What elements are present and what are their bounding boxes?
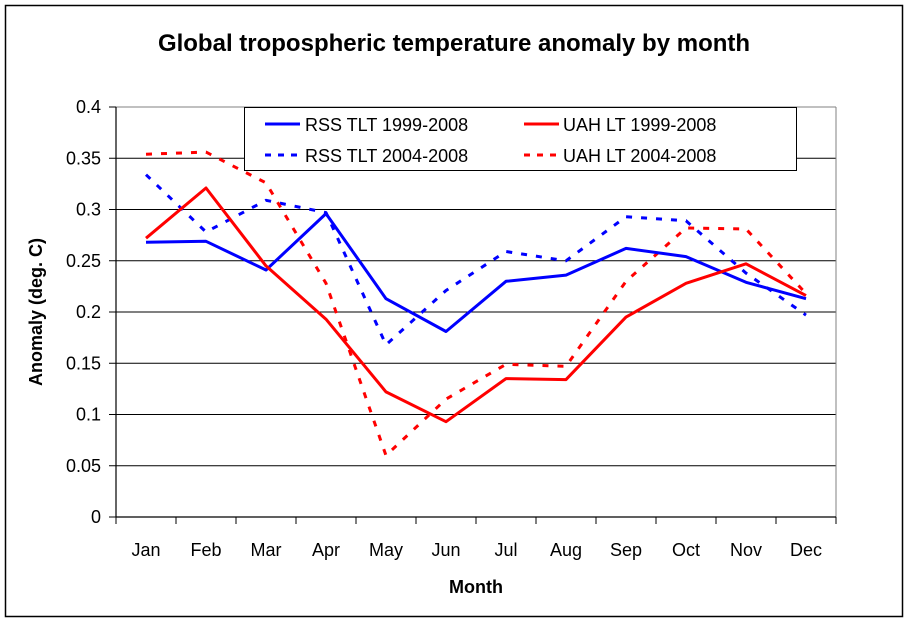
- data-point-rss-tlt-1999-2008-nov: [744, 280, 748, 284]
- y-tick-label: 0.15: [66, 353, 101, 373]
- data-point-uah-lt-2004-2008-jul: [504, 362, 508, 366]
- legend-label-uah-lt-2004-2008: UAH LT 2004-2008: [563, 146, 716, 166]
- x-tick-label-jul: Jul: [494, 540, 517, 560]
- data-point-uah-lt-2004-2008-sep: [624, 279, 628, 283]
- y-tick-label: 0.3: [76, 200, 101, 220]
- x-tick-label-dec: Dec: [790, 540, 822, 560]
- legend-item-uah-lt-2004-2008: UAH LT 2004-2008: [524, 146, 716, 166]
- x-tick-label-feb: Feb: [190, 540, 221, 560]
- y-tick-label: 0.2: [76, 302, 101, 322]
- data-point-rss-tlt-1999-2008-feb: [204, 239, 208, 243]
- data-point-rss-tlt-2004-2008-feb: [204, 230, 208, 234]
- data-point-uah-lt-2004-2008-jun: [444, 397, 448, 401]
- y-tick-label: 0: [91, 507, 101, 527]
- data-point-uah-lt-1999-2008-sep: [624, 315, 628, 319]
- x-tick-label-sep: Sep: [610, 540, 642, 560]
- x-tick-label-may: May: [369, 540, 403, 560]
- data-point-rss-tlt-1999-2008-sep: [624, 246, 628, 250]
- data-point-uah-lt-2004-2008-mar: [264, 181, 268, 185]
- x-tick-label-aug: Aug: [550, 540, 582, 560]
- data-point-uah-lt-2004-2008-jan: [144, 152, 148, 156]
- data-point-uah-lt-1999-2008-may: [384, 390, 388, 394]
- y-tick-label: 0.05: [66, 456, 101, 476]
- data-point-rss-tlt-1999-2008-may: [384, 297, 388, 301]
- legend-label-rss-tlt-2004-2008: RSS TLT 2004-2008: [305, 146, 468, 166]
- data-point-rss-tlt-2004-2008-mar: [264, 198, 268, 202]
- x-axis-title: Month: [449, 577, 503, 597]
- x-ticks: Jan Feb Mar Apr May Jun Jul Aug Sep Oct Nov Dec: [115, 517, 837, 560]
- data-point-uah-lt-1999-2008-mar: [264, 264, 268, 268]
- data-point-rss-tlt-2004-2008-dec: [804, 313, 808, 317]
- x-tick-label-nov: Nov: [730, 540, 762, 560]
- legend-box: [244, 107, 797, 171]
- data-point-uah-lt-1999-2008-nov: [744, 262, 748, 266]
- x-tick-label-apr: Apr: [312, 540, 340, 560]
- data-point-rss-tlt-1999-2008-jan: [144, 240, 148, 244]
- y-tick-label: 0.35: [66, 148, 101, 168]
- legend-label-uah-lt-1999-2008: UAH LT 1999-2008: [563, 115, 716, 135]
- data-point-uah-lt-1999-2008-apr: [324, 317, 328, 321]
- data-point-rss-tlt-2004-2008-sep: [624, 215, 628, 219]
- series-line-rss-tlt-1999-2008: [145, 212, 807, 333]
- data-point-rss-tlt-2004-2008-aug: [564, 259, 568, 263]
- data-point-uah-lt-1999-2008-jun: [444, 420, 448, 424]
- data-point-rss-tlt-1999-2008-oct: [684, 255, 688, 259]
- data-point-rss-tlt-1999-2008-aug: [564, 273, 568, 277]
- y-tick-label: 0.4: [76, 97, 101, 117]
- data-point-uah-lt-1999-2008-jul: [504, 377, 508, 381]
- data-point-uah-lt-1999-2008-dec: [804, 294, 808, 298]
- data-point-rss-tlt-1999-2008-jul: [504, 279, 508, 283]
- series-line-uah-lt-2004-2008: [145, 150, 808, 457]
- data-point-uah-lt-1999-2008-oct: [684, 281, 688, 285]
- y-ticks: 0 0.05 0.1 0.15 0.2 0.25 0.3 0.35 0.4: [66, 97, 116, 527]
- data-point-uah-lt-1999-2008-aug: [564, 378, 568, 382]
- series-group: [144, 150, 808, 457]
- x-tick-label-mar: Mar: [251, 540, 282, 560]
- y-tick-label: 0.25: [66, 251, 101, 271]
- chart-title: Global tropospheric temperature anomaly …: [158, 30, 750, 57]
- series-line-rss-tlt-2004-2008: [144, 173, 807, 347]
- data-point-rss-tlt-2004-2008-oct: [684, 219, 688, 223]
- y-tick-label: 0.1: [76, 405, 101, 425]
- plot-area: 0 0.05 0.1 0.15 0.2 0.25 0.3 0.35 0.4 Jan Feb Mar A…: [66, 97, 837, 560]
- data-point-uah-lt-2004-2008-oct: [684, 226, 688, 230]
- data-point-uah-lt-2004-2008-apr: [324, 281, 328, 285]
- data-point-uah-lt-1999-2008-jan: [144, 236, 148, 240]
- data-point-rss-tlt-2004-2008-may: [384, 343, 388, 347]
- x-tick-label-jun: Jun: [431, 540, 460, 560]
- legend-item-rss-tlt-2004-2008: RSS TLT 2004-2008: [265, 146, 468, 166]
- legend-item-rss-tlt-1999-2008: RSS TLT 1999-2008: [265, 115, 468, 135]
- data-point-rss-tlt-2004-2008-jan: [144, 173, 148, 177]
- data-point-uah-lt-2004-2008-nov: [744, 227, 748, 231]
- data-point-rss-tlt-1999-2008-apr: [324, 212, 328, 216]
- data-point-uah-lt-2004-2008-may: [384, 454, 388, 458]
- legend-label-rss-tlt-1999-2008: RSS TLT 1999-2008: [305, 115, 468, 135]
- data-point-rss-tlt-2004-2008-jul: [504, 250, 508, 254]
- legend: RSS TLT 1999-2008 UAH LT 1999-2008 RSS T…: [244, 107, 797, 171]
- y-axis-title: Anomaly (deg. C): [26, 238, 46, 386]
- data-point-uah-lt-2004-2008-aug: [564, 364, 568, 368]
- data-point-uah-lt-1999-2008-feb: [204, 186, 208, 190]
- x-tick-label-oct: Oct: [672, 540, 700, 560]
- legend-item-uah-lt-1999-2008: UAH LT 1999-2008: [524, 115, 716, 135]
- series-line-uah-lt-1999-2008: [145, 186, 807, 424]
- data-point-uah-lt-2004-2008-feb: [204, 150, 208, 154]
- data-point-rss-tlt-1999-2008-jun: [444, 329, 448, 333]
- data-point-rss-tlt-2004-2008-nov: [744, 271, 748, 275]
- x-tick-label-jan: Jan: [131, 540, 160, 560]
- data-point-rss-tlt-2004-2008-jun: [444, 288, 448, 292]
